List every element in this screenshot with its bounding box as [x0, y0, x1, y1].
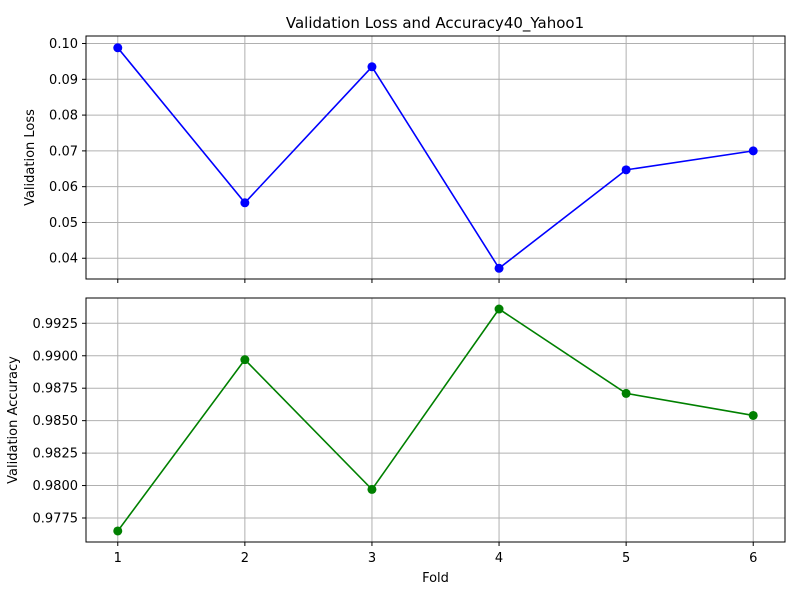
- accuracy-ytick-label: 0.9850: [33, 414, 79, 429]
- accuracy-plot-frame: [85, 297, 786, 543]
- accuracy-xtick-label: 5: [622, 551, 630, 566]
- accuracy-ytick-label: 0.9825: [33, 447, 79, 462]
- accuracy-data-point-fold-2: [240, 355, 250, 365]
- accuracy-xtick-label: 2: [241, 551, 249, 566]
- loss-series-line: [117, 47, 754, 270]
- chart-title: Validation Loss and Accuracy40_Yahoo1: [286, 14, 584, 33]
- loss-data-point-fold-1: [113, 43, 123, 53]
- accuracy-xtick-label: 6: [749, 551, 757, 566]
- loss-ytick-label: 0.07: [49, 144, 78, 159]
- accuracy-ytick-label: 0.9925: [33, 317, 79, 332]
- accuracy-data-point-fold-1: [113, 526, 123, 536]
- loss-plot-frame: [85, 35, 786, 280]
- accuracy-data-point-fold-6: [748, 410, 758, 420]
- accuracy-ytick-label: 0.9900: [33, 349, 79, 364]
- loss-ytick-label: 0.09: [49, 73, 78, 88]
- accuracy-panel: 0.9775 0.9800 0.9825 0.9850 0.9875 0.9900 0.99…: [6, 297, 786, 586]
- loss-data-point-fold-3: [367, 62, 377, 72]
- accuracy-ytick-label: 0.9775: [33, 511, 79, 526]
- accuracy-xtick-label: 3: [368, 551, 376, 566]
- accuracy-series-line: [117, 307, 754, 532]
- accuracy-xtick-label: 4: [495, 551, 503, 566]
- loss-data-point-fold-4: [494, 263, 504, 273]
- accuracy-data-point-fold-3: [367, 484, 377, 494]
- accuracy-xtick-label: 1: [114, 551, 122, 566]
- loss-ytick-label: 0.08: [49, 109, 78, 124]
- loss-data-point-fold-2: [240, 198, 250, 208]
- loss-ytick-label: 0.06: [49, 180, 78, 195]
- loss-data-point-fold-5: [621, 165, 631, 175]
- loss-data-point-fold-6: [748, 146, 758, 156]
- accuracy-y-axis-title: Validation Accuracy: [6, 356, 21, 484]
- loss-y-axis-title: Validation Loss: [23, 109, 38, 206]
- accuracy-data-point-fold-4: [494, 304, 504, 314]
- accuracy-ytick-label: 0.9800: [33, 479, 79, 494]
- loss-ytick-label: 0.04: [49, 252, 78, 267]
- accuracy-x-axis-title: Fold: [422, 571, 449, 586]
- accuracy-data-point-fold-5: [621, 388, 631, 398]
- loss-ytick-label: 0.10: [49, 37, 78, 52]
- loss-ytick-label: 0.05: [49, 216, 78, 231]
- loss-panel: 0.04 0.05 0.06 0.07 0.08 0.09 0.10 Validation L…: [23, 35, 786, 283]
- accuracy-ytick-label: 0.9875: [33, 382, 79, 397]
